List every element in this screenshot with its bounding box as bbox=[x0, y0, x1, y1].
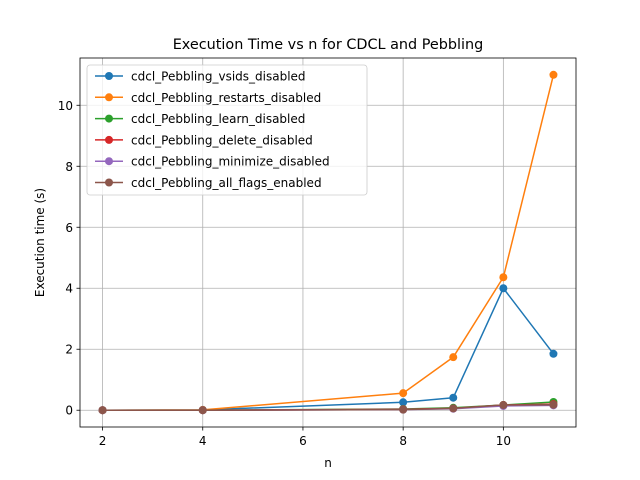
y-axis-label: Execution time (s) bbox=[33, 188, 47, 297]
data-point bbox=[198, 406, 207, 415]
plot-lines bbox=[98, 70, 558, 415]
data-point bbox=[449, 393, 458, 402]
legend-entry: cdcl_Pebbling_restarts_disabled bbox=[95, 91, 321, 105]
x-tick-label: 4 bbox=[199, 434, 207, 448]
x-tick-label: 8 bbox=[399, 434, 407, 448]
legend-swatch-marker bbox=[105, 178, 113, 187]
data-point bbox=[549, 400, 558, 409]
chart-title: Execution Time vs n for CDCL and Pebblin… bbox=[173, 37, 484, 53]
legend: cdcl_Pebbling_vsids_disabled cdcl_Pebblin… bbox=[86, 64, 368, 196]
legend-entry: cdcl_Pebbling_learn_disabled bbox=[95, 112, 305, 126]
legend-box bbox=[86, 64, 368, 196]
y-tick-label: 4 bbox=[65, 282, 73, 296]
data-point bbox=[98, 406, 107, 415]
legend-entry: cdcl_Pebbling_all_flags_enabled bbox=[95, 176, 322, 190]
y-tick-label: 8 bbox=[65, 160, 73, 174]
data-point bbox=[499, 401, 508, 410]
data-point bbox=[399, 405, 408, 414]
x-tick-label: 10 bbox=[496, 434, 511, 448]
y-tick-label: 2 bbox=[65, 343, 73, 357]
x-tick-label: 6 bbox=[299, 434, 307, 448]
data-point bbox=[399, 389, 408, 398]
legend-label: cdcl_Pebbling_vsids_disabled bbox=[131, 70, 306, 84]
data-point bbox=[399, 398, 408, 407]
legend-label: cdcl_Pebbling_learn_disabled bbox=[131, 112, 305, 126]
y-tick-label: 6 bbox=[65, 221, 73, 235]
data-point bbox=[499, 284, 508, 293]
legend-swatch-marker bbox=[105, 72, 113, 80]
data-point bbox=[549, 70, 558, 79]
legend-label: cdcl_Pebbling_restarts_disabled bbox=[131, 91, 321, 105]
legend-swatch-marker bbox=[105, 114, 113, 123]
plot-area-frame bbox=[79, 57, 577, 428]
series-line bbox=[102, 403, 554, 411]
legend-entry: cdcl_Pebbling_vsids_disabled bbox=[95, 70, 306, 84]
x-axis: 2 4 6 8 10 bbox=[99, 427, 511, 448]
legend-swatch-marker bbox=[105, 93, 113, 102]
legend-entry: cdcl_Pebbling_delete_disabled bbox=[95, 133, 313, 147]
y-tick-label: 10 bbox=[58, 99, 73, 113]
legend-label: cdcl_Pebbling_delete_disabled bbox=[131, 133, 313, 147]
data-point bbox=[549, 349, 558, 358]
data-point bbox=[449, 353, 458, 362]
y-axis: 0 2 4 6 8 10 bbox=[58, 99, 80, 418]
series-5 bbox=[98, 400, 558, 415]
data-point bbox=[499, 273, 508, 282]
data-point bbox=[449, 404, 458, 413]
legend-label: cdcl_Pebbling_all_flags_enabled bbox=[131, 176, 322, 190]
legend-swatch-marker bbox=[105, 157, 113, 166]
x-tick-label: 2 bbox=[99, 434, 107, 448]
y-tick-label: 0 bbox=[65, 404, 73, 418]
x-axis-label: n bbox=[324, 456, 332, 470]
legend-entry: cdcl_Pebbling_minimize_disabled bbox=[95, 155, 330, 169]
legend-swatch-marker bbox=[105, 135, 113, 144]
legend-label: cdcl_Pebbling_minimize_disabled bbox=[131, 155, 330, 169]
